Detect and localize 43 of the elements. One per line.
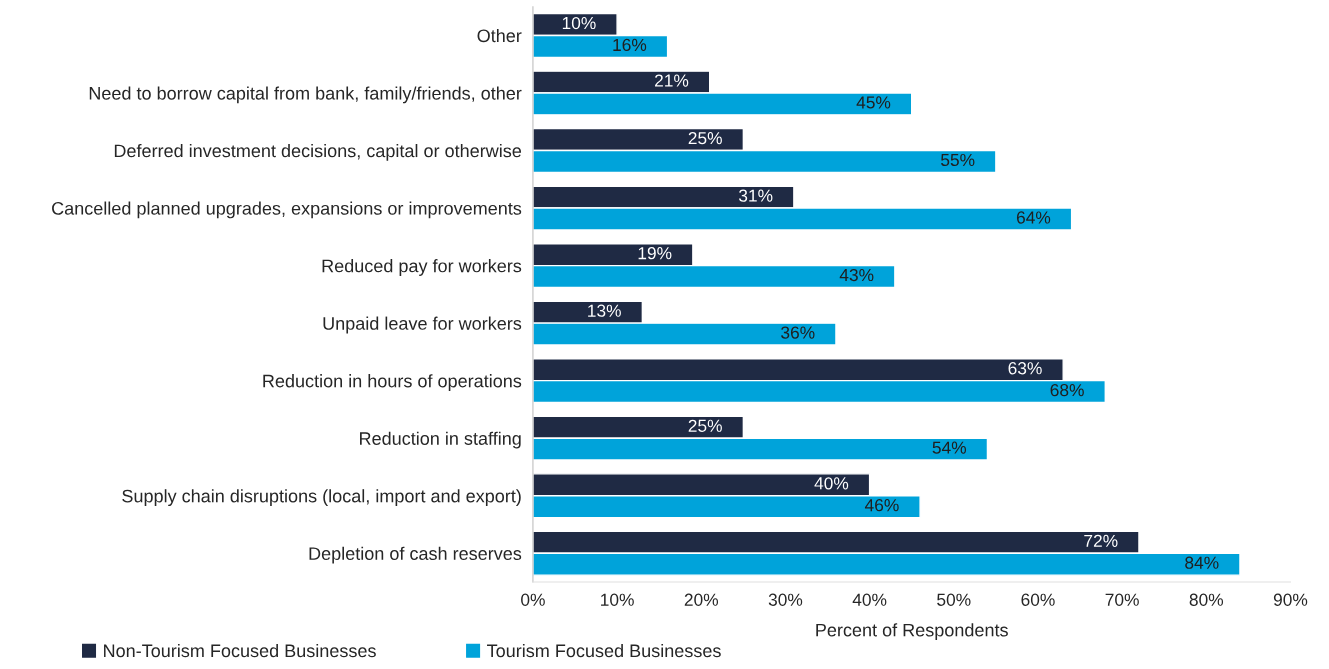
data-label: 43% — [839, 268, 874, 282]
data-label: 45% — [856, 96, 891, 109]
y-tick-label: Deferred investment decisions, capital or otherwise — [114, 143, 522, 161]
data-label: 55% — [941, 153, 975, 167]
y-tick-label: Other — [477, 28, 522, 43]
data-label: 31% — [738, 189, 773, 202]
x-tick-label: 70% — [1105, 593, 1139, 606]
data-label: 72% — [1084, 534, 1118, 547]
x-tick-label: 0% — [521, 593, 545, 606]
data-label: 25% — [688, 131, 722, 145]
legend-label: Non-Tourism Focused Businesses — [104, 643, 376, 658]
data-label: 25% — [688, 419, 722, 432]
x-tick-label: 40% — [852, 593, 887, 606]
y-tick-label: Supply chain disruptions (local, import and export) — [122, 489, 521, 507]
y-tick-label: Need to borrow capital from bank, family/friends, other — [89, 86, 522, 104]
data-label: 13% — [588, 304, 621, 317]
x-tick-label: 10% — [601, 593, 634, 606]
data-label: 64% — [1016, 211, 1051, 224]
data-label: 36% — [781, 326, 815, 339]
x-tick-label: 30% — [768, 593, 803, 606]
x-tick-label: 90% — [1273, 593, 1308, 606]
x-tick-label: 60% — [1021, 593, 1055, 606]
data-label: 40% — [814, 477, 849, 490]
y-tick-label: Cancelled planned upgrades, expansions or improvements — [52, 201, 522, 219]
y-tick-label: Reduction in hours of operations — [263, 374, 522, 391]
data-label: 46% — [864, 499, 899, 512]
y-tick-label: Unpaid leave for workers — [323, 316, 522, 334]
y-tick-label: Depletion of cash reserves — [309, 546, 522, 564]
data-label: 19% — [638, 247, 672, 260]
data-label: 68% — [1050, 383, 1084, 397]
data-label: 16% — [613, 38, 647, 52]
x-tick-label: 80% — [1189, 593, 1224, 606]
x-tick-label: 50% — [937, 593, 971, 606]
data-label: 84% — [1185, 556, 1219, 569]
data-label: 10% — [562, 16, 596, 30]
legend-label: Tourism Focused Businesses — [487, 643, 721, 658]
data-label: 21% — [655, 74, 689, 87]
data-label: 54% — [932, 441, 967, 454]
data-label: 63% — [1008, 362, 1042, 375]
x-axis-title: Percent of Respondents — [816, 623, 1008, 641]
y-tick-label: Reduced pay for workers — [322, 259, 522, 276]
y-tick-label: Reduction in staffing — [360, 431, 521, 449]
x-tick-label: 20% — [684, 593, 719, 606]
